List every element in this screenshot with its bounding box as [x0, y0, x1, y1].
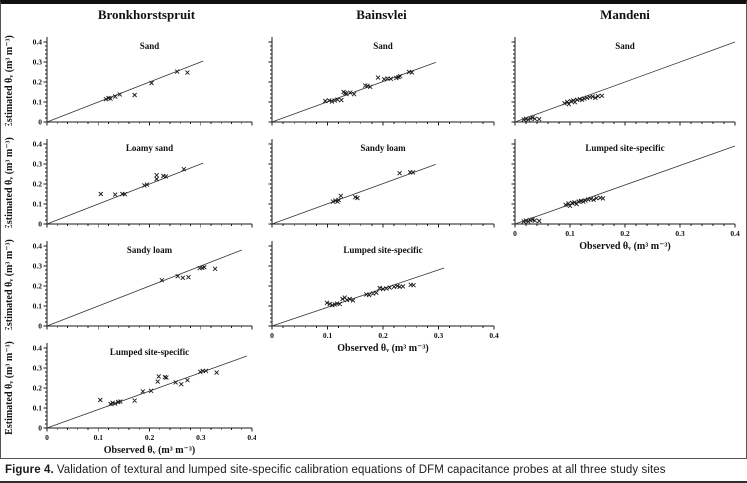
- plot-grid: Bronkhorstspruit 0 0.1 0.2 0.3 0.4 Estimated …: [1, 4, 746, 458]
- x-tick-label: 0.3: [196, 433, 206, 442]
- site-column-bainsvlei: Bainsvlei Sand Sandy loam 0 0.1 0.2 0.3 0.4 Obs…: [256, 4, 501, 356]
- x-tick-label: 0: [270, 331, 274, 340]
- one-to-one-line: [46, 249, 242, 327]
- site-column-bronkhorstspruit: Bronkhorstspruit 0 0.1 0.2 0.3 0.4 Estimated …: [1, 4, 256, 458]
- x-tick-label: 0.1: [94, 433, 104, 442]
- one-to-one-line: [514, 145, 736, 225]
- x-tick-label: 0.1: [565, 229, 575, 238]
- figure-panel: Bronkhorstspruit 0 0.1 0.2 0.3 0.4 Estimated …: [0, 0, 747, 459]
- y-tick-label: 0.1: [33, 200, 43, 209]
- x-tick-label: 0: [45, 433, 49, 442]
- x-tick-label: 0.3: [675, 229, 685, 238]
- y-axis-title: Estimated θᵥ (m³ m⁻³): [4, 239, 15, 330]
- x-tick-label: 0.2: [145, 433, 155, 442]
- subplot-title: Lumped site-specific: [585, 143, 664, 153]
- scatter-plot-sandy-loam: Sandy loam: [268, 139, 495, 228]
- data-point-markers: [521, 93, 605, 122]
- data-point-markers: [521, 195, 606, 224]
- one-to-one-line: [271, 267, 445, 327]
- y-tick-label: 0.2: [33, 78, 43, 87]
- x-tick-label: 0.4: [489, 331, 499, 340]
- site-heading: Bronkhorstspruit: [97, 7, 196, 22]
- scatter-plot-lumped-site-specific: 0 0.1 0.2 0.3 0.4 Observed θᵥ (m³ m⁻³) Lumped …: [511, 139, 740, 252]
- site-column-mandeni: Mandeni Sand 0 0.1 0.2 0.3 0.4 Observed θᵥ (m³…: [501, 4, 743, 254]
- scatter-plot-sand: Sand: [268, 37, 495, 126]
- scatter-plot-loamy-sand: 0 0.1 0.2 0.3 0.4 Estimated θᵥ (m³ m⁻³) Loamy …: [4, 137, 253, 229]
- axis-ticks: [43, 143, 253, 228]
- x-tick-label: 0: [513, 229, 517, 238]
- plot-stack: Sand 0 0.1 0.2 0.3 0.4 Observed θᵥ (m³ m⁻³) Lum…: [501, 24, 743, 254]
- y-tick-label: 0.4: [33, 344, 43, 353]
- scatter-plot-sand: Sand: [511, 37, 736, 126]
- subplot-title: Sandy loam: [127, 245, 173, 255]
- subplot-title: Sandy loam: [360, 143, 406, 153]
- subplot-title: Sand: [615, 41, 635, 51]
- y-tick-label: 0: [38, 118, 42, 127]
- y-axis-title: Estimated θᵥ (m³ m⁻³): [4, 35, 15, 126]
- scatter-plot-sandy-loam: 0 0.1 0.2 0.3 0.4 Estimated θᵥ (m³ m⁻³) Sandy …: [4, 239, 253, 331]
- x-tick-label: 0.1: [323, 331, 333, 340]
- axis-ticks: [268, 245, 495, 330]
- plot-stack: 0 0.1 0.2 0.3 0.4 Estimated θᵥ (m³ m⁻³) Sand 0 0…: [1, 24, 256, 458]
- data-point-markers: [330, 169, 416, 204]
- x-axis-title: Observed θᵥ (m³ m⁻³): [104, 445, 195, 456]
- x-axis-title: Observed θᵥ (m³ m⁻³): [579, 241, 670, 252]
- axis-ticks: [511, 143, 736, 228]
- one-to-one-line: [514, 41, 736, 123]
- subplot-title: Lumped site-specific: [110, 347, 189, 357]
- scatter-plot-lumped-site-specific: 0 0.1 0.2 0.3 0.4 Estimated θᵥ (m³ m⁻³) 0 0.1 0.…: [4, 341, 256, 456]
- site-heading: Bainsvlei: [356, 7, 407, 22]
- scatter-plot-sand: 0 0.1 0.2 0.3 0.4 Estimated θᵥ (m³ m⁻³) Sand: [4, 35, 253, 127]
- axis-ticks: [268, 41, 495, 126]
- y-tick-label: 0.3: [33, 160, 43, 169]
- axis-ticks: [268, 143, 495, 228]
- y-tick-label: 0.4: [33, 242, 43, 251]
- y-tick-label: 0: [38, 424, 42, 433]
- data-point-markers: [322, 69, 415, 104]
- axis-ticks: [43, 41, 253, 126]
- figure-caption-text: Validation of textural and lumped site-s…: [56, 464, 666, 476]
- subplot-title: Sand: [140, 41, 160, 51]
- data-point-markers: [103, 69, 190, 102]
- y-tick-label: 0: [38, 322, 42, 331]
- x-tick-label: 0.4: [730, 229, 740, 238]
- y-axis-title: Estimated θᵥ (m³ m⁻³): [4, 341, 15, 435]
- y-tick-label: 0.1: [33, 98, 43, 107]
- plot-stack: Sand Sandy loam 0 0.1 0.2 0.3 0.4 Observed θᵥ (…: [256, 24, 501, 356]
- subplot-title: Lumped site-specific: [343, 245, 422, 255]
- y-tick-label: 0.2: [33, 180, 43, 189]
- y-tick-label: 0.3: [33, 364, 43, 373]
- y-tick-label: 0.4: [33, 38, 43, 47]
- data-point-markers: [98, 166, 187, 197]
- subplot-title: Loamy sand: [126, 143, 173, 153]
- figure-caption-label: Figure 4.: [5, 464, 54, 476]
- scatter-plot-lumped-site-specific: 0 0.1 0.2 0.3 0.4 Observed θᵥ (m³ m⁻³) Lumped …: [268, 241, 499, 354]
- subplot-title: Sand: [373, 41, 393, 51]
- figure-caption: Figure 4. Validation of textural and lump…: [0, 459, 747, 476]
- data-point-markers: [159, 264, 218, 283]
- x-tick-label: 0.4: [247, 433, 256, 442]
- one-to-one-line: [46, 60, 204, 123]
- axis-ticks: [511, 41, 736, 126]
- y-tick-label: 0: [38, 220, 42, 229]
- one-to-one-line: [46, 355, 248, 429]
- x-tick-label: 0.2: [620, 229, 630, 238]
- x-tick-label: 0.3: [434, 331, 444, 340]
- y-tick-label: 0.3: [33, 262, 43, 271]
- y-tick-label: 0.2: [33, 282, 43, 291]
- data-point-markers: [97, 368, 219, 407]
- axis-ticks: [43, 245, 253, 330]
- y-axis-title: Estimated θᵥ (m³ m⁻³): [4, 137, 15, 228]
- x-tick-label: 0.2: [378, 331, 388, 340]
- y-tick-label: 0.2: [33, 384, 43, 393]
- data-point-markers: [324, 282, 416, 308]
- axis-ticks: [43, 347, 253, 432]
- y-tick-label: 0.1: [33, 404, 43, 413]
- site-heading: Mandeni: [600, 7, 650, 22]
- y-tick-label: 0.3: [33, 58, 43, 67]
- y-tick-label: 0.1: [33, 302, 43, 311]
- x-axis-title: Observed θᵥ (m³ m⁻³): [337, 343, 428, 354]
- y-tick-label: 0.4: [33, 140, 43, 149]
